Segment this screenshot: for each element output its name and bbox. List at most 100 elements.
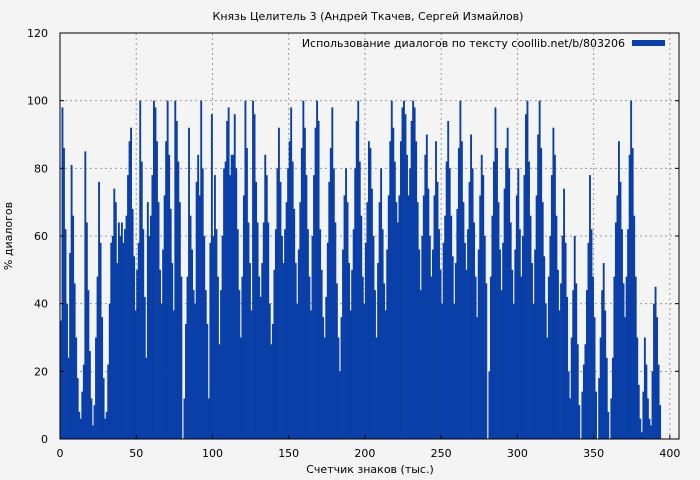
bar [230,154,233,440]
bar-series [60,100,662,440]
bar [300,148,303,439]
bar [165,141,168,439]
bar [460,141,463,439]
bar [497,202,500,439]
bar [477,249,480,439]
bar [314,127,317,439]
bar [215,229,218,439]
bar [447,120,450,439]
bar [345,168,347,439]
bar [233,114,236,439]
bar [239,337,242,439]
bar [470,134,472,439]
bar [217,276,219,439]
bar [235,168,238,439]
bar [547,276,550,439]
bar [320,269,323,439]
bar [363,303,366,439]
bar [645,364,648,439]
bar [171,263,174,439]
bar [482,175,485,439]
bar [552,127,555,439]
bar [555,215,558,439]
bar [494,107,497,440]
x-tick-label: 50 [129,447,143,460]
bar [252,100,254,440]
bar [232,154,235,440]
bar [238,290,241,439]
bar [137,242,140,439]
bar [534,249,537,439]
bar [227,107,230,440]
bar [226,120,229,439]
bar [659,405,662,439]
bar [69,252,72,439]
bar [206,323,209,439]
bar [625,276,628,439]
bar [567,371,570,439]
bar [87,290,90,439]
bar [546,337,549,439]
legend-label: Использование диалогов по тексту coollib… [302,37,625,50]
bar [287,168,290,439]
bar [319,229,322,439]
bar [267,222,270,439]
bar [448,168,451,439]
bar [424,154,427,440]
bar [163,195,166,439]
bar [157,202,160,439]
bar [512,303,515,439]
x-tick-label: 250 [431,447,452,460]
bar [396,222,399,439]
bar [525,114,527,439]
bar [67,357,70,439]
bar [294,263,297,439]
bar [334,222,337,439]
bar [98,181,100,439]
bar [291,161,294,439]
bar [162,249,165,439]
bar [242,195,245,439]
bar [113,188,116,439]
bar [130,127,132,439]
y-tick-label: 20 [34,365,48,378]
bar [471,168,474,439]
bar [154,107,157,440]
bar [279,181,282,439]
bar [553,154,556,440]
bar [526,100,529,440]
bar [389,141,392,439]
bar [375,337,378,439]
bar [406,154,408,440]
bar [433,195,436,439]
bar [604,310,607,439]
bar [360,215,363,439]
bar [331,107,334,440]
bar [454,263,457,439]
bar [180,276,183,439]
bar [541,202,544,439]
bar [73,283,76,439]
bar [218,344,221,439]
bar [125,215,128,439]
bar [386,249,389,439]
bar [445,161,448,439]
bar [351,269,354,439]
bar [613,276,616,439]
bar [622,283,625,439]
bar [590,229,593,439]
bar [654,286,657,439]
bar [614,222,617,439]
bar [383,283,386,439]
bar [177,161,180,439]
bar [610,398,613,439]
bar [467,229,469,439]
bar [549,236,552,439]
bar [442,242,445,439]
bar [271,323,274,439]
bar [374,290,376,439]
x-axis: 0 50 100 150 200 250 300 350 400 [57,435,680,460]
bar [60,320,62,439]
bar [268,303,271,439]
